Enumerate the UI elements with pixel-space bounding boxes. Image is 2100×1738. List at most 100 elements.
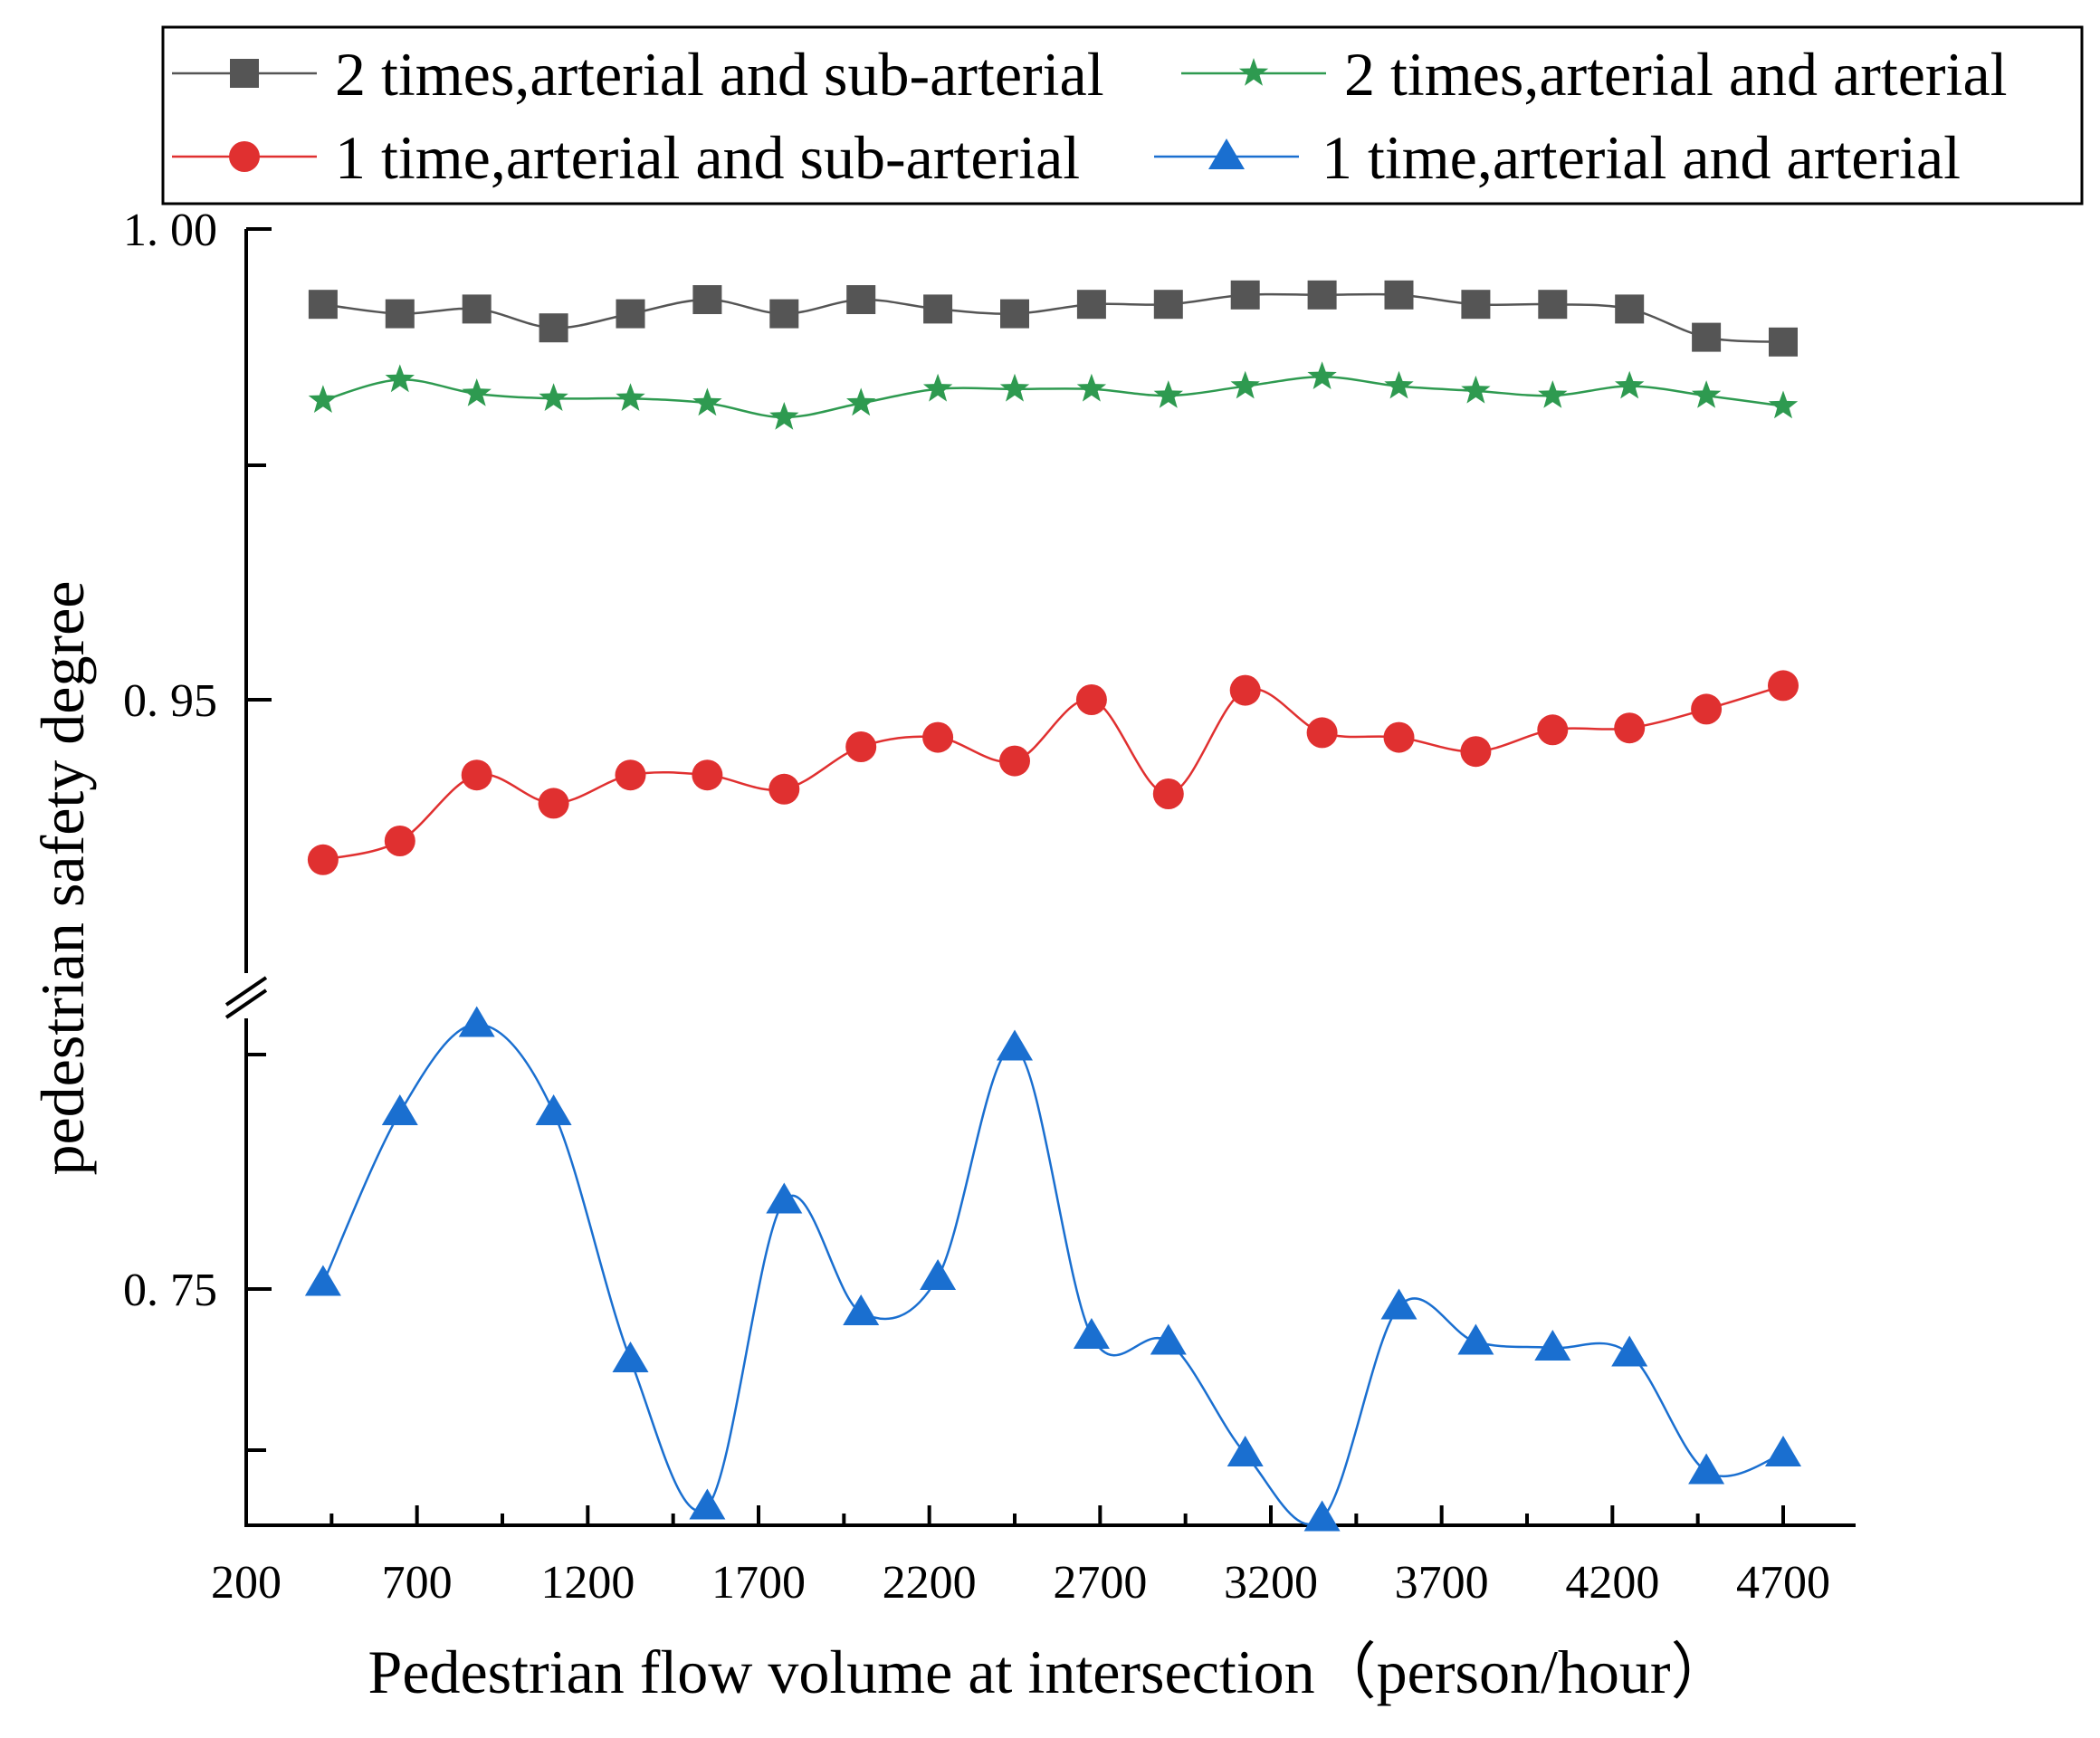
x-tick-label: 700 <box>382 1557 453 1609</box>
data-point <box>1383 721 1415 753</box>
data-point <box>1153 290 1183 320</box>
legend-box <box>161 25 2084 205</box>
data-point <box>692 759 723 791</box>
data-point <box>1460 736 1492 768</box>
data-point <box>1307 361 1337 389</box>
data-point <box>616 383 645 411</box>
data-point <box>922 373 953 402</box>
series-1 <box>308 280 1798 357</box>
legend-label-series-3: 1 time,arterial and sub-arterial <box>335 123 1080 192</box>
ticks: 200 700 1200 1700 2200 2700 3200 3700 4200 4700 1.… <box>123 205 1830 1609</box>
data-point <box>1691 380 1722 408</box>
data-point <box>1461 375 1491 404</box>
data-point <box>384 826 415 856</box>
data-point <box>1537 714 1569 746</box>
data-point <box>385 299 415 329</box>
data-point <box>689 1488 726 1520</box>
x-tick-label: 2700 <box>1053 1557 1147 1609</box>
data-point <box>304 1265 341 1296</box>
data-point <box>385 364 415 393</box>
data-point <box>458 1006 495 1037</box>
data-point <box>308 290 338 320</box>
y-tick-label: 0. 75 <box>123 1265 217 1316</box>
legend-marker-circle <box>229 141 260 172</box>
x-tick-label: 1200 <box>540 1557 635 1609</box>
legend-label-series-2: 2 times,arterial and arterial <box>1344 40 2008 109</box>
data-point <box>1692 322 1722 352</box>
y-tick-label: 1. 00 <box>123 205 217 256</box>
data-point <box>923 294 953 324</box>
data-point <box>1229 674 1261 706</box>
data-point <box>539 313 568 343</box>
data-point <box>997 1029 1033 1061</box>
data-point <box>999 745 1030 777</box>
data-point <box>1384 280 1414 310</box>
data-point <box>1614 712 1646 744</box>
y-axis-title: pedestrian safety degree <box>28 581 97 1176</box>
data-point <box>462 378 492 406</box>
data-point <box>308 385 339 413</box>
data-point <box>1611 1335 1648 1367</box>
data-point <box>1538 290 1568 320</box>
data-point <box>1073 1318 1110 1349</box>
data-point <box>1153 380 1183 408</box>
data-point <box>612 1342 649 1372</box>
x-tick-label: 4200 <box>1565 1557 1659 1609</box>
data-point <box>692 285 722 314</box>
data-point <box>615 759 646 791</box>
data-point <box>1230 370 1260 399</box>
data-point <box>1230 280 1260 310</box>
series-line <box>322 376 1784 419</box>
data-point <box>1076 373 1107 402</box>
data-point <box>1769 327 1798 357</box>
data-point <box>461 759 492 791</box>
x-tick-label: 200 <box>211 1557 282 1609</box>
legend-marker-triangle <box>1208 138 1245 169</box>
data-point <box>539 383 568 411</box>
x-tick-label: 2200 <box>883 1557 977 1609</box>
series-layer <box>304 280 1801 1532</box>
data-point <box>1457 1323 1494 1355</box>
legend-label-series-1: 2 times,arterial and sub-arterial <box>335 40 1104 109</box>
axis-break-mark-2 <box>224 988 268 1019</box>
data-point <box>1380 1288 1418 1320</box>
data-point <box>922 721 954 753</box>
data-point <box>1768 390 1799 419</box>
data-point <box>845 731 877 762</box>
axes <box>224 229 1856 1527</box>
axis-break-mark-1 <box>224 976 268 1007</box>
x-tick-label: 3700 <box>1395 1557 1489 1609</box>
data-point <box>1765 1436 1801 1466</box>
data-point <box>846 387 876 416</box>
data-point <box>1306 717 1338 749</box>
data-point <box>1768 670 1799 702</box>
data-point <box>769 299 799 329</box>
series-3 <box>307 670 1799 875</box>
x-tick-label: 3200 <box>1224 1557 1318 1609</box>
data-point <box>768 773 800 805</box>
data-point <box>1227 1436 1264 1466</box>
data-point <box>1307 280 1337 310</box>
data-point <box>843 1294 880 1325</box>
legend-marker-square <box>230 59 259 88</box>
data-point <box>769 402 799 430</box>
data-point <box>1688 1453 1725 1485</box>
data-point <box>538 788 569 819</box>
x-tick-label: 1700 <box>711 1557 806 1609</box>
data-point <box>1461 290 1491 320</box>
data-point <box>999 373 1030 402</box>
data-point <box>846 285 876 314</box>
data-point <box>381 1094 418 1125</box>
data-point <box>1303 1500 1341 1532</box>
data-point <box>1384 370 1414 399</box>
data-point <box>462 294 492 324</box>
data-point <box>616 299 645 329</box>
data-point <box>1000 299 1029 329</box>
series-line <box>321 1023 1784 1526</box>
data-point <box>1615 294 1645 324</box>
data-point <box>1075 684 1107 715</box>
legend: 2 times,arterial and sub-arterial 2 time… <box>161 25 2084 205</box>
data-point <box>1150 1323 1187 1355</box>
data-point <box>1076 290 1106 320</box>
data-point <box>535 1094 572 1125</box>
